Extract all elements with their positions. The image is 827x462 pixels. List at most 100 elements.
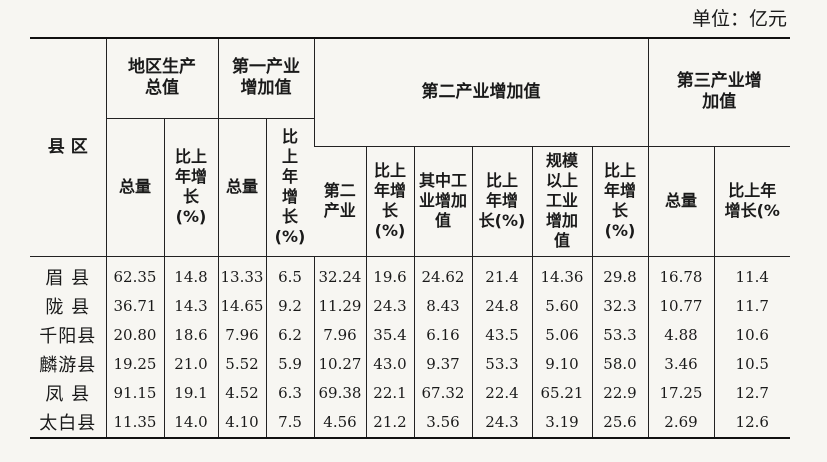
tertiary-total: 16.78	[647, 256, 715, 292]
gdp-growth: 18.6	[163, 320, 219, 350]
gdp-total: 11.35	[105, 407, 165, 438]
table-row: 眉 县 62.35 14.8 13.33 6.5 32.24 19.6 24.6…	[30, 256, 790, 292]
tertiary-growth: 12.6	[713, 407, 790, 438]
above-scale-growth: 32.3	[591, 291, 649, 321]
table-row: 太白县 11.35 14.0 4.10 7.5 4.56 21.2 3.56 2…	[30, 407, 790, 438]
county-economy-table: 县 区 地区生产总值 第一产业增加值 第二产业增加值 第三产业增加值 总量 比上…	[30, 37, 790, 439]
header-tertiary-total: 总量	[647, 145, 715, 257]
header-gdp-growth: 比上年增长(%)	[163, 117, 219, 257]
gdp-growth: 21.0	[163, 349, 219, 379]
header-industrial-growth: 比上年增长(%)	[471, 145, 533, 257]
secondary-growth: 19.6	[365, 256, 415, 292]
primary-growth: 6.2	[265, 320, 315, 350]
above-scale-total: 14.36	[531, 256, 593, 292]
table-row: 千阳县 20.80 18.6 7.96 6.2 7.96 35.4 6.16 4…	[30, 320, 790, 350]
tertiary-growth: 11.4	[713, 256, 790, 292]
tertiary-total: 3.46	[647, 349, 715, 379]
header-above-scale-growth: 比上年增长(%)	[591, 145, 649, 257]
secondary-growth: 43.0	[365, 349, 415, 379]
header-primary-growth: 比上年增长(%)	[265, 117, 314, 257]
industrial-growth: 53.3	[471, 349, 533, 379]
header-primary: 第一产业增加值	[217, 37, 315, 119]
above-scale-growth: 22.9	[591, 378, 649, 408]
secondary-growth: 21.2	[365, 407, 415, 438]
industrial-growth: 24.8	[471, 291, 533, 321]
secondary-total: 10.27	[313, 349, 367, 379]
tertiary-total: 17.25	[647, 378, 715, 408]
tertiary-growth: 12.7	[713, 378, 790, 408]
gdp-growth: 14.8	[163, 256, 219, 292]
tertiary-growth: 10.5	[713, 349, 790, 379]
primary-total: 13.33	[217, 256, 267, 292]
above-scale-total: 3.19	[531, 407, 593, 438]
unit-label: 单位：亿元	[691, 8, 787, 30]
table-body: 眉 县 62.35 14.8 13.33 6.5 32.24 19.6 24.6…	[30, 256, 790, 438]
header-tertiary-growth: 比上年增长(%	[713, 145, 790, 257]
industrial-growth: 22.4	[471, 378, 533, 408]
secondary-total: 69.38	[313, 378, 367, 408]
secondary-total: 11.29	[313, 291, 367, 321]
tertiary-total: 4.88	[647, 320, 715, 350]
primary-total: 4.10	[217, 407, 267, 438]
header-secondary-industry: 第二产业	[314, 145, 367, 257]
header-primary-total: 总量	[217, 117, 267, 257]
county-name: 陇 县	[30, 291, 107, 321]
county-name: 太白县	[30, 407, 107, 438]
header-above-scale: 规模以上工业增加值	[531, 145, 593, 257]
primary-total: 4.52	[217, 378, 267, 408]
above-scale-growth: 29.8	[591, 256, 649, 292]
table-row: 麟游县 19.25 21.0 5.52 5.9 10.27 43.0 9.37 …	[30, 349, 790, 379]
tertiary-total: 10.77	[647, 291, 715, 321]
county-name: 眉 县	[30, 256, 107, 292]
industrial-total: 6.16	[413, 320, 473, 350]
tertiary-total: 2.69	[647, 407, 715, 438]
industrial-total: 24.62	[413, 256, 473, 292]
county-name: 凤 县	[30, 378, 107, 408]
above-scale-total: 9.10	[531, 349, 593, 379]
table-row: 凤 县 91.15 19.1 4.52 6.3 69.38 22.1 67.32…	[30, 378, 790, 408]
secondary-total: 32.24	[313, 256, 367, 292]
secondary-growth: 35.4	[365, 320, 415, 350]
gdp-total: 19.25	[105, 349, 165, 379]
above-scale-total: 5.06	[531, 320, 593, 350]
gdp-growth: 14.0	[163, 407, 219, 438]
gdp-total: 91.15	[105, 378, 165, 408]
primary-growth: 9.2	[265, 291, 315, 321]
primary-total: 7.96	[217, 320, 267, 350]
gdp-growth: 14.3	[163, 291, 219, 321]
above-scale-growth: 53.3	[591, 320, 649, 350]
gdp-total: 36.71	[105, 291, 165, 321]
secondary-total: 7.96	[313, 320, 367, 350]
secondary-growth: 22.1	[365, 378, 415, 408]
header-tertiary: 第三产业增加值	[647, 37, 790, 147]
county-name: 麟游县	[30, 349, 107, 379]
tertiary-growth: 10.6	[713, 320, 790, 350]
above-scale-total: 65.21	[531, 378, 593, 408]
header-gdp: 地区生产总值	[105, 37, 219, 119]
header-secondary-growth: 比上年增长(%)	[365, 145, 415, 257]
gdp-growth: 19.1	[163, 378, 219, 408]
gdp-total: 62.35	[105, 256, 165, 292]
industrial-total: 67.32	[413, 378, 473, 408]
above-scale-total: 5.60	[531, 291, 593, 321]
industrial-total: 9.37	[413, 349, 473, 379]
industrial-growth: 24.3	[471, 407, 533, 438]
primary-total: 14.65	[217, 291, 267, 321]
primary-total: 5.52	[217, 349, 267, 379]
industrial-growth: 21.4	[471, 256, 533, 292]
header-gdp-total: 总量	[106, 117, 165, 257]
above-scale-growth: 58.0	[591, 349, 649, 379]
table-row: 陇 县 36.71 14.3 14.65 9.2 11.29 24.3 8.43…	[30, 291, 790, 321]
above-scale-growth: 25.6	[591, 407, 649, 438]
secondary-total: 4.56	[313, 407, 367, 438]
primary-growth: 7.5	[265, 407, 315, 438]
industrial-total: 8.43	[413, 291, 473, 321]
industrial-growth: 43.5	[471, 320, 533, 350]
primary-growth: 6.5	[265, 256, 315, 292]
header-county: 县 区	[30, 37, 107, 257]
primary-growth: 5.9	[265, 349, 315, 379]
header-secondary: 第二产业增加值	[313, 37, 649, 147]
primary-growth: 6.3	[265, 378, 315, 408]
tertiary-growth: 11.7	[713, 291, 790, 321]
